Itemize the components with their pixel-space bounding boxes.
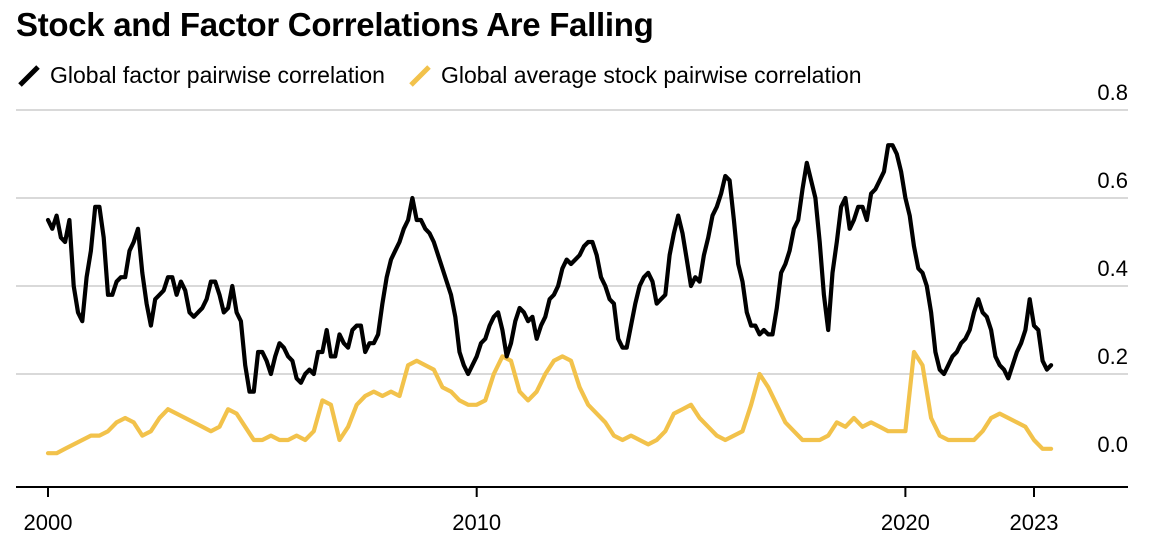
legend-swatch-stock	[409, 64, 431, 87]
legend-item-stock: Global average stock pairwise correlatio…	[407, 62, 862, 89]
y-tick-label-3: 0.6	[1097, 168, 1128, 193]
legend-label-stock: Global average stock pairwise correlatio…	[440, 62, 862, 88]
legend-item-factor: Global factor pairwise correlation	[16, 62, 385, 89]
legend-swatch-factor	[18, 64, 40, 87]
series-line-stock	[45, 349, 1054, 456]
x-tick-label-3: 2023	[1010, 510, 1059, 535]
y-tick-label-2: 0.4	[1097, 256, 1128, 281]
x-tick-label-0: 2000	[24, 510, 73, 535]
chart-title: Stock and Factor Correlations Are Fallin…	[16, 6, 654, 43]
x-tick-label-1: 2010	[452, 510, 501, 535]
y-tick-label-4: 0.8	[1097, 80, 1128, 105]
series-line-factor	[45, 143, 1054, 394]
y-tick-label-0: 0.0	[1097, 432, 1128, 457]
legend: Global factor pairwise correlation Globa…	[16, 62, 884, 89]
y-tick-label-1: 0.2	[1097, 344, 1128, 369]
legend-label-factor: Global factor pairwise correlation	[50, 62, 385, 88]
x-tick-label-2: 2020	[881, 510, 930, 535]
